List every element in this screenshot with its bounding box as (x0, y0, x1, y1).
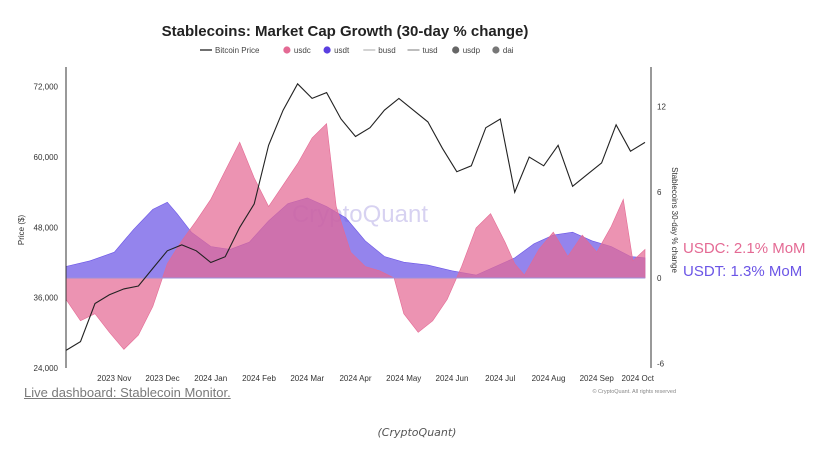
left-tick-label: 24,000 (34, 364, 59, 373)
right-tick-label: 6 (657, 188, 662, 197)
legend-label: Bitcoin Price (215, 46, 260, 55)
x-tick-label: 2024 May (386, 374, 421, 383)
right-axis-label: Stablecoins 30-day % change (670, 167, 679, 273)
area-usdc (65, 122, 646, 350)
x-tick-label: 2024 Jan (194, 374, 227, 383)
left-tick-label: 48,000 (34, 223, 59, 232)
legend: Bitcoin Price usdc usdt busd tusd usdp dai (200, 46, 514, 55)
x-tick-label: 2024 Aug (532, 374, 566, 383)
left-tick-label: 60,000 (34, 153, 59, 162)
live-dashboard-link[interactable]: Live dashboard: Stablecoin Monitor. (24, 385, 231, 400)
left-axis-ticks: 24,000 36,000 48,000 60,000 72,000 (34, 83, 59, 373)
legend-label: usdt (334, 46, 350, 55)
usdc-mom-annotation: USDC: 2.1% MoM (683, 240, 806, 257)
legend-label: tusd (423, 46, 438, 55)
legend-item-usdt[interactable]: usdt (323, 46, 350, 55)
x-axis-ticks: 2023 Nov 2023 Dec 2024 Jan 2024 Feb 2024 Mar… (97, 374, 655, 383)
copyright: © CryptoQuant. All rights reserved (592, 388, 676, 395)
legend-item-tusd[interactable]: tusd (407, 46, 438, 55)
x-tick-label: 2024 Sep (580, 374, 615, 383)
legend-label: dai (503, 46, 514, 55)
usdt-mom-annotation: USDT: 1.3% MoM (683, 263, 802, 280)
right-tick-label: -6 (657, 360, 665, 369)
chart-title: Stablecoins: Market Cap Growth (30-day %… (162, 23, 529, 40)
plot-area (65, 82, 646, 351)
x-tick-label: 2024 Jun (436, 374, 469, 383)
x-tick-label: 2023 Nov (97, 374, 131, 383)
x-tick-label: 2023 Dec (145, 374, 179, 383)
x-tick-label: 2024 Oct (622, 374, 655, 383)
legend-label: usdc (294, 46, 311, 55)
x-tick-label: 2024 Feb (242, 374, 276, 383)
right-tick-label: 12 (657, 102, 666, 111)
legend-item-dai[interactable]: dai (492, 46, 514, 55)
legend-item-usdc[interactable]: usdc (283, 46, 311, 55)
legend-item-usdp[interactable]: usdp (452, 46, 481, 55)
x-tick-label: 2024 Apr (339, 374, 371, 383)
stablecoin-areas (65, 122, 646, 350)
bitcoin-price-line (65, 82, 646, 351)
image-caption: (CryptoQuant) (377, 426, 457, 439)
left-axis-label: Price ($) (17, 215, 26, 246)
legend-label: busd (378, 46, 395, 55)
x-tick-label: 2024 Jul (485, 374, 515, 383)
right-axis-ticks: -6 0 6 12 (657, 102, 666, 368)
legend-label: usdp (463, 46, 481, 55)
right-tick-label: 0 (657, 274, 662, 283)
left-tick-label: 36,000 (34, 294, 59, 303)
x-tick-label: 2024 Mar (290, 374, 324, 383)
legend-item-busd[interactable]: busd (363, 46, 396, 55)
left-tick-label: 72,000 (34, 83, 59, 92)
legend-item-bitcoin-price[interactable]: Bitcoin Price (200, 46, 260, 55)
